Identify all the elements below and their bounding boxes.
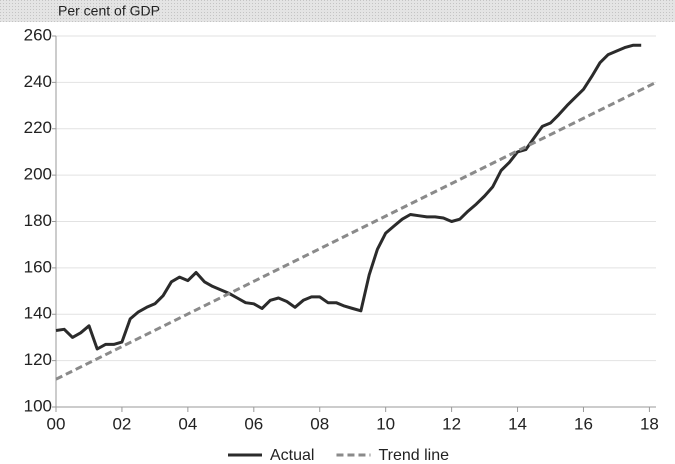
- y-tick-label: 260: [24, 25, 52, 44]
- x-tick-label: 04: [178, 414, 197, 433]
- x-tick-label: 18: [640, 414, 659, 433]
- x-tick-label: 02: [112, 414, 131, 433]
- y-axis-label: Per cent of GDP: [58, 3, 160, 19]
- legend-label: Trend line: [378, 447, 449, 464]
- y-tick-label: 220: [24, 118, 52, 137]
- x-tick-label: 16: [574, 414, 593, 433]
- x-tick-label: 10: [376, 414, 395, 433]
- y-tick-label: 120: [24, 350, 52, 369]
- y-tick-label: 140: [24, 304, 52, 323]
- y-tick-label: 200: [24, 165, 52, 184]
- x-tick-label: 12: [442, 414, 461, 433]
- y-tick-label: 240: [24, 72, 52, 91]
- series-line: [55, 81, 657, 381]
- header-band: [0, 0, 675, 22]
- y-tick-label: 160: [24, 257, 52, 276]
- y-tick-label: 180: [24, 211, 52, 230]
- series-line: [55, 43, 642, 351]
- legend-label: Actual: [270, 447, 314, 464]
- x-tick-label: 14: [508, 414, 527, 433]
- y-tick-label: 100: [24, 396, 52, 415]
- x-tick-label: 06: [244, 414, 263, 433]
- x-tick-label: 08: [310, 414, 329, 433]
- x-tick-label: 00: [47, 414, 66, 433]
